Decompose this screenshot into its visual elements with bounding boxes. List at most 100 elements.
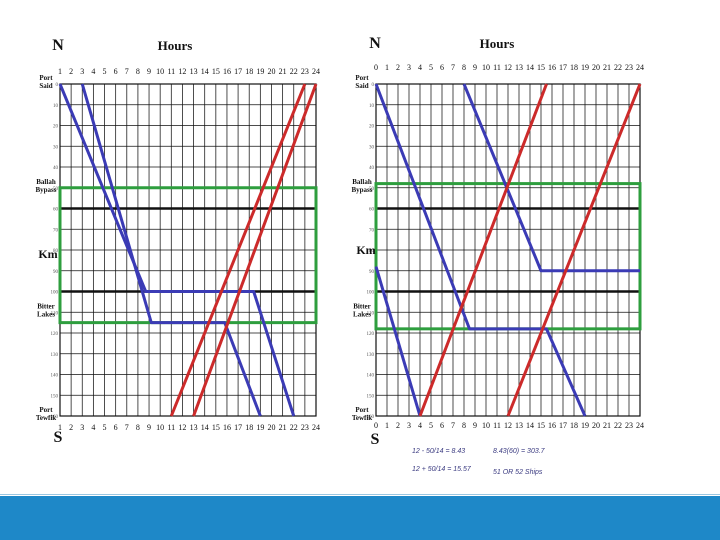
y-tick-label: 30 xyxy=(369,145,375,150)
x-tick-label-bottom: 21 xyxy=(603,421,611,430)
y-tick-label: 50 xyxy=(53,187,59,192)
x-tick-label-top: 19 xyxy=(256,67,264,76)
x-tick-label-top: 4 xyxy=(418,63,422,72)
x-tick-label-bottom: 14 xyxy=(526,421,534,430)
x-tick-label-bottom: 9 xyxy=(147,423,151,432)
blue-series-1 xyxy=(58,83,296,417)
x-tick-label-top: 22 xyxy=(290,67,298,76)
y-tick-label: 10 xyxy=(369,104,375,109)
y-tick-label: 0 xyxy=(372,83,375,88)
station-label: Port Tewfik xyxy=(36,406,56,422)
y-tick-label: 40 xyxy=(53,166,59,171)
red-series-4 xyxy=(418,83,548,417)
x-tick-label-bottom: 12 xyxy=(504,421,512,430)
annotation-calc-4: 51 OR 52 Ships xyxy=(493,469,543,476)
x-tick-label-bottom: 2 xyxy=(396,421,400,430)
x-tick-label-top: 2 xyxy=(69,67,73,76)
y-tick-label: 60 xyxy=(369,208,375,213)
x-tick-label-bottom: 19 xyxy=(581,421,589,430)
x-tick-label-bottom: 7 xyxy=(451,421,455,430)
x-tick-label-bottom: 3 xyxy=(80,423,84,432)
station-label: Port Said xyxy=(39,74,53,90)
y-axis-title: Km xyxy=(356,243,375,257)
x-tick-label-top: 4 xyxy=(91,67,95,76)
station-label: Bitter Lakes xyxy=(37,302,55,318)
chart-2: 0011223344556677889910101111121213131414… xyxy=(351,35,644,448)
x-tick-label-bottom: 22 xyxy=(290,423,298,432)
x-tick-label-bottom: 21 xyxy=(279,423,287,432)
red-series-3 xyxy=(169,83,307,417)
x-tick-label-top: 22 xyxy=(614,63,622,72)
x-tick-label-top: 9 xyxy=(147,67,151,76)
x-tick-label-bottom: 13 xyxy=(190,423,198,432)
y-tick-label: 140 xyxy=(51,374,59,379)
x-tick-label-bottom: 18 xyxy=(245,423,253,432)
x-tick-label-bottom: 16 xyxy=(548,421,556,430)
red-series-5 xyxy=(506,83,642,417)
y-tick-label: 40 xyxy=(369,166,375,171)
x-tick-label-bottom: 9 xyxy=(473,421,477,430)
south-label: S xyxy=(54,429,63,446)
x-tick-label-bottom: 5 xyxy=(103,423,107,432)
y-tick-label: 90 xyxy=(53,270,59,275)
x-tick-label-top: 13 xyxy=(190,67,198,76)
x-tick-label-top: 12 xyxy=(504,63,512,72)
x-tick-label-bottom: 24 xyxy=(312,423,320,432)
footer-bar xyxy=(0,496,720,540)
y-tick-label: 110 xyxy=(367,311,375,316)
y-tick-label: 140 xyxy=(367,374,375,379)
x-tick-label-top: 23 xyxy=(625,63,633,72)
station-label: Bitter Lakes xyxy=(353,302,371,318)
blue-series-2 xyxy=(80,83,262,417)
y-tick-label: 120 xyxy=(51,332,59,337)
y-tick-label: 60 xyxy=(53,208,59,213)
x-tick-label-top: 9 xyxy=(473,63,477,72)
x-tick-label-top: 7 xyxy=(125,67,129,76)
x-tick-label-bottom: 24 xyxy=(636,421,644,430)
y-tick-label: 100 xyxy=(367,291,375,296)
x-tick-label-top: 11 xyxy=(493,63,501,72)
x-tick-label-top: 20 xyxy=(592,63,600,72)
x-axis-title: Hours xyxy=(158,38,193,53)
x-tick-label-top: 6 xyxy=(440,63,444,72)
blue-series-3 xyxy=(374,266,422,417)
x-tick-label-bottom: 10 xyxy=(156,423,164,432)
x-tick-label-bottom: 11 xyxy=(167,423,175,432)
x-tick-label-bottom: 22 xyxy=(614,421,622,430)
x-tick-label-top: 8 xyxy=(136,67,140,76)
y-tick-label: 20 xyxy=(53,125,59,130)
x-tick-label-top: 10 xyxy=(156,67,164,76)
y-tick-label: 100 xyxy=(51,291,59,296)
x-tick-label-bottom: 16 xyxy=(223,423,231,432)
x-tick-label-bottom: 23 xyxy=(625,421,633,430)
x-tick-label-top: 14 xyxy=(201,67,209,76)
annotation-calc-2: 12 + 50/14 = 15.57 xyxy=(412,466,471,473)
north-label: N xyxy=(369,35,381,52)
x-tick-label-bottom: 6 xyxy=(114,423,118,432)
x-axis-title: Hours xyxy=(480,36,515,51)
x-tick-label-bottom: 23 xyxy=(301,423,309,432)
x-tick-label-top: 3 xyxy=(80,67,84,76)
chart-1: 1122334455667788991010111112121313141415… xyxy=(35,37,320,446)
x-tick-label-bottom: 17 xyxy=(559,421,567,430)
x-tick-label-bottom: 1 xyxy=(58,423,62,432)
x-tick-label-bottom: 8 xyxy=(462,421,466,430)
y-tick-label: 160 xyxy=(51,415,59,420)
x-tick-label-bottom: 15 xyxy=(212,423,220,432)
y-tick-label: 120 xyxy=(367,332,375,337)
x-tick-label-bottom: 7 xyxy=(125,423,129,432)
y-axis-title: Km xyxy=(38,247,57,261)
x-tick-label-top: 23 xyxy=(301,67,309,76)
x-tick-label-bottom: 17 xyxy=(234,423,242,432)
y-tick-label: 90 xyxy=(369,270,375,275)
y-tick-label: 130 xyxy=(367,353,375,358)
x-tick-label-top: 11 xyxy=(167,67,175,76)
y-tick-label: 30 xyxy=(53,145,59,150)
x-tick-label-top: 0 xyxy=(374,63,378,72)
x-tick-label-top: 15 xyxy=(537,63,545,72)
x-tick-label-bottom: 10 xyxy=(482,421,490,430)
y-tick-label: 80 xyxy=(369,249,375,254)
annotation-calc-1: 12 - 50/14 = 8.43 xyxy=(412,448,466,455)
x-tick-label-top: 10 xyxy=(482,63,490,72)
